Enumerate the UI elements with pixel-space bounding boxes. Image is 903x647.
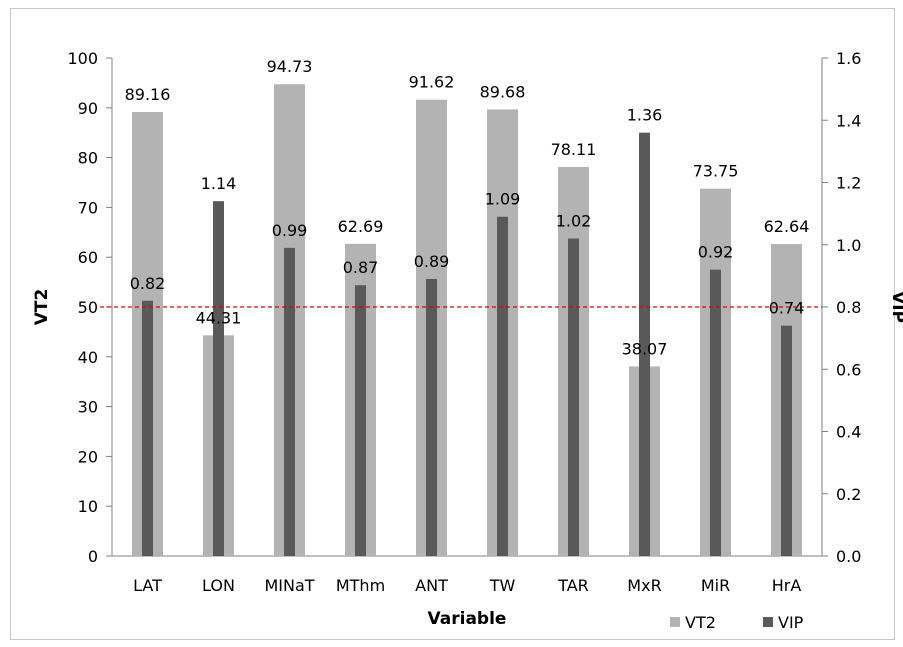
x-tick-label: TAR <box>557 576 589 595</box>
x-tick-label: MThm <box>336 576 385 595</box>
data-label-vt2: 44.31 <box>196 308 242 327</box>
bar-vip <box>639 132 650 556</box>
data-label-vt2: 73.75 <box>693 162 739 181</box>
y-tick-label: 10 <box>78 497 98 516</box>
y-tick-label: 80 <box>78 149 98 168</box>
data-label-vip: 0.89 <box>414 252 450 271</box>
x-tick-label: HrA <box>772 576 802 595</box>
data-label-vip: 0.82 <box>130 274 166 293</box>
bar-vip <box>213 201 224 557</box>
y2-tick-label: 0.6 <box>836 360 861 379</box>
x-tick-label: ANT <box>415 576 448 595</box>
bar-vip <box>355 285 366 556</box>
data-label-vt2: 62.64 <box>764 217 810 236</box>
bar-vip <box>142 300 153 556</box>
x-tick-label: LAT <box>133 576 162 595</box>
y-tick-label: 30 <box>78 398 98 417</box>
bar-vip <box>284 247 295 557</box>
y-axis-title: VT2 <box>32 289 52 326</box>
y2-tick-label: 0.0 <box>836 547 861 566</box>
bar-vip <box>426 278 437 556</box>
data-label-vip: 0.92 <box>698 243 734 262</box>
y2-tick-label: 1.6 <box>836 49 861 68</box>
data-label-vt2: 89.16 <box>125 85 171 104</box>
x-tick-label: MiR <box>701 576 730 595</box>
y2-tick-label: 1.2 <box>836 174 861 193</box>
legend-label-vip: VIP <box>778 613 804 632</box>
bar-vip <box>710 269 721 556</box>
data-label-vt2: 94.73 <box>267 57 313 76</box>
y-tick-label: 70 <box>78 198 98 217</box>
y-tick-label: 40 <box>78 348 98 367</box>
data-label-vt2: 38.07 <box>622 339 668 358</box>
data-label-vt2: 89.68 <box>480 82 526 101</box>
data-label-vt2: 78.11 <box>551 140 597 159</box>
y2-axis-title: VIP <box>888 291 903 323</box>
x-tick-label: LON <box>202 576 235 595</box>
data-label-vt2: 91.62 <box>409 73 455 92</box>
data-label-vip: 1.02 <box>556 212 592 231</box>
data-label-vip: 0.74 <box>769 299 805 318</box>
bar-vip <box>781 325 792 556</box>
data-label-vip: 1.09 <box>485 190 521 209</box>
y2-tick-label: 1.4 <box>836 111 861 130</box>
legend-swatch-vip <box>763 617 773 627</box>
x-tick-label: TW <box>489 576 516 595</box>
data-label-vip: 0.87 <box>343 258 379 277</box>
y2-tick-label: 0.4 <box>836 423 861 442</box>
y2-tick-label: 1.0 <box>836 236 861 255</box>
data-label-vip: 1.36 <box>627 106 663 125</box>
y-tick-label: 60 <box>78 248 98 267</box>
y-tick-label: 100 <box>67 49 98 68</box>
data-label-vip: 1.14 <box>201 174 237 193</box>
legend-swatch-vt2 <box>670 617 680 627</box>
y-tick-label: 20 <box>78 447 98 466</box>
y2-tick-label: 0.2 <box>836 485 861 504</box>
bar-vip <box>568 238 579 556</box>
x-tick-label: MxR <box>627 576 661 595</box>
chart-frame <box>10 8 895 640</box>
bar-vip <box>497 216 508 557</box>
y2-tick-label: 0.8 <box>836 298 861 317</box>
x-axis-title: Variable <box>428 609 507 629</box>
y-tick-label: 0 <box>88 547 98 566</box>
data-label-vt2: 62.69 <box>338 217 384 236</box>
legend-label-vt2: VT2 <box>685 613 716 632</box>
y-tick-label: 90 <box>78 99 98 118</box>
x-tick-label: MINaT <box>264 576 314 595</box>
data-label-vip: 0.99 <box>272 221 308 240</box>
y-tick-label: 50 <box>78 298 98 317</box>
